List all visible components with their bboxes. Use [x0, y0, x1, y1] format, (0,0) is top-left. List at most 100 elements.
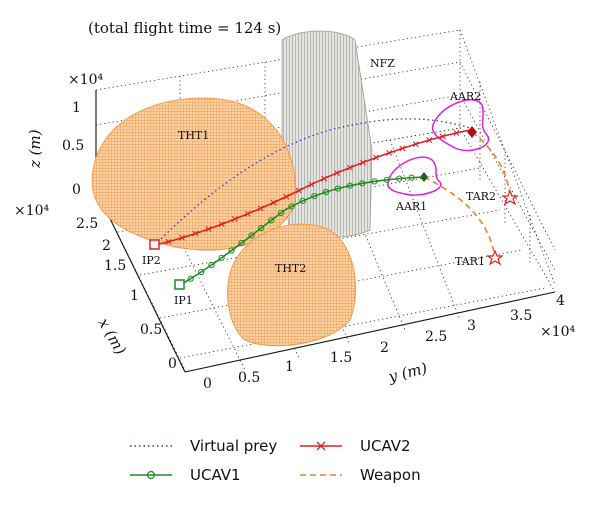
ucav1-marker [258, 224, 265, 232]
ucav1-marker [198, 268, 205, 276]
x-axis-label: x (m) [95, 315, 130, 358]
ucav1-marker [288, 203, 295, 210]
ucav1-marker [383, 176, 390, 183]
ucav2-marker [295, 187, 302, 194]
ucav2-marker [308, 181, 315, 188]
ucav1-marker [278, 209, 285, 216]
y-tick-7: 3.5 [510, 308, 532, 324]
legend-label-virtual-prey: Virtual prey [190, 437, 277, 455]
ip1-marker [174, 279, 185, 290]
y-tick-4: 2 [380, 340, 389, 356]
ucav1-end-marker [420, 172, 428, 182]
x-tick-1: 0.5 [140, 322, 162, 338]
ucav2-marker [333, 170, 340, 176]
label-ip2: IP2 [142, 254, 161, 267]
point-markers [149, 126, 519, 290]
z-axis-exponent: ×10⁴ [68, 72, 104, 88]
ucav2-marker [439, 133, 446, 140]
ucav1-marker [371, 178, 378, 185]
ucav1-marker [208, 261, 215, 269]
x-tick-0: 0 [168, 356, 177, 372]
label-tar1: TAR1 [455, 255, 485, 268]
legend-item-ucav2: UCAV2 [300, 437, 411, 455]
ucav2-marker [321, 175, 328, 182]
y-tick-0: 0 [203, 376, 212, 392]
label-tht2: THT2 [275, 262, 306, 275]
tht2-dome [227, 223, 356, 347]
ucav1-marker [359, 180, 366, 187]
y-tick-5: 2.5 [425, 329, 447, 345]
ucav1-marker [228, 247, 235, 254]
ucav2-marker [218, 221, 225, 228]
ucav1-marker [299, 197, 306, 204]
chart-title: (total flight time = 124 s) [88, 19, 281, 37]
legend-label-weapon: Weapon [360, 466, 421, 484]
ucav1-marker [334, 185, 341, 192]
x-tick-3: 1.5 [104, 258, 126, 274]
ucav1-marker [311, 193, 318, 200]
label-ip1: IP1 [174, 294, 193, 307]
ucav2-marker [257, 205, 264, 212]
nfz-region [281, 30, 373, 239]
ucav2-marker [373, 154, 379, 161]
label-tht1: THT1 [178, 129, 209, 142]
ucav1-marker [187, 275, 194, 282]
ucav2-marker [346, 164, 353, 171]
label-nfz: NFZ [370, 57, 395, 70]
ucav2-marker [453, 130, 460, 136]
ucav2-marker [270, 199, 277, 206]
ucav2-marker [231, 216, 238, 223]
y-axis-ticks: 0 0.5 1 1.5 2 2.5 3 3.5 4 [203, 293, 565, 392]
ucav2-marker [283, 193, 290, 200]
ucav1-marker [396, 175, 403, 182]
ucav2-marker [399, 145, 406, 152]
y-tick-2: 1 [285, 359, 294, 375]
label-tar2: TAR2 [466, 190, 496, 203]
aar-regions [387, 99, 490, 196]
ucav1-marker [322, 188, 330, 196]
aar1-contour [387, 156, 442, 196]
ucav1-marker [248, 232, 255, 239]
ucav2-marker [426, 137, 433, 144]
legend-label-ucav2: UCAV2 [360, 437, 411, 455]
y-tick-6: 3 [467, 318, 476, 334]
series-ucav1 [179, 174, 425, 286]
x-tick-4: 2 [102, 238, 111, 254]
ucav2-marker [165, 238, 172, 245]
legend: Virtual prey UCAV1 UCAV2 Weapon [130, 437, 421, 484]
label-aar1: AAR1 [395, 200, 427, 213]
x-tick-5: 2.5 [76, 216, 98, 232]
z-axis-label: z (m) [26, 129, 44, 169]
y-tick-8: 4 [556, 293, 565, 309]
ip2-marker [149, 239, 160, 250]
ucav2-marker [359, 159, 366, 166]
x-axis-ticks: 0 0.5 1 1.5 2 2.5 [76, 216, 177, 372]
y-tick-1: 0.5 [238, 370, 260, 386]
x-axis-exponent: ×10⁴ [14, 203, 50, 219]
ucav1-marker [408, 174, 415, 181]
ucav2-marker [205, 226, 212, 232]
tht1-dome [91, 97, 297, 251]
series-ucav2 [154, 129, 471, 246]
annotation-labels: THT1 THT2 NFZ AAR1 AAR2 IP1 IP2 TAR1 TAR… [142, 57, 496, 307]
legend-item-ucav1: UCAV1 [130, 466, 241, 484]
aar2-contour [431, 99, 490, 152]
legend-item-virtual-prey: Virtual prey [130, 437, 277, 455]
ucav2-marker [412, 141, 419, 148]
ucav2-marker [192, 230, 199, 237]
z-tick-0: 0 [72, 182, 81, 198]
series-weapon [423, 131, 511, 259]
ucav2-marker [179, 234, 186, 241]
legend-item-weapon: Weapon [300, 466, 421, 484]
label-aar2: AAR2 [449, 90, 481, 103]
x-tick-2: 1 [130, 288, 139, 304]
ucav1-marker [346, 182, 354, 189]
ucav1-marker [238, 239, 245, 247]
ucav1-marker [268, 217, 275, 224]
tar2-marker [501, 189, 519, 206]
y-axis-label: y (m) [386, 359, 429, 386]
tar1-marker [486, 249, 504, 266]
ucav2-marker [386, 149, 393, 156]
